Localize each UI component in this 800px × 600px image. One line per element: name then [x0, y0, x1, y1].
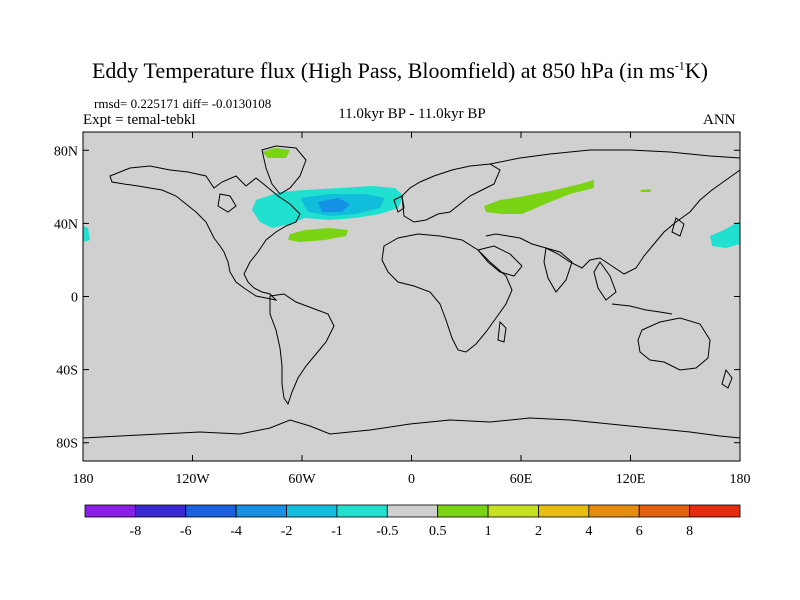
colorbar-label: -8 [130, 524, 142, 539]
madagascar-coastline [497, 320, 507, 343]
india-coastline [543, 247, 573, 293]
arabia-coastline [477, 245, 523, 277]
siberia-small-positive-anomaly [640, 189, 651, 192]
colorbar-swatch [386, 504, 439, 518]
asia-east-coastline [485, 169, 741, 275]
colorbar-label: 2 [535, 524, 542, 539]
hudson-bay-coastline [217, 193, 237, 213]
title-text: Eddy Temperature flux (High Pass, Bloomf… [91, 58, 675, 83]
colorbar-swatch [336, 504, 388, 518]
lat-tick-label: 80N [54, 144, 78, 159]
japan-coastline [671, 217, 685, 237]
figure-title: Eddy Temperature flux (High Pass, Bloomf… [0, 58, 800, 84]
new-zealand-coastline [721, 368, 733, 389]
colorbar-swatch [638, 504, 691, 518]
eurasia-north-coastline [489, 149, 741, 165]
europe-coastline [401, 163, 501, 223]
lon-tick-label: 60E [510, 472, 533, 487]
colorbar-swatch [235, 504, 287, 518]
colorbar-label: -1 [331, 524, 343, 539]
colorbar-swatch [437, 504, 489, 518]
colorbar: -8 -6 -4 -2 -1 -0.5 0.5 1 2 4 6 8 [84, 504, 741, 539]
longitude-axis: 180 120W 60W 0 60E 120E 180 [73, 132, 751, 487]
british-isles-coastline [393, 195, 405, 213]
north-america-coastline [109, 165, 301, 301]
colorbar-label: -4 [230, 524, 242, 539]
indonesia-coastline [611, 303, 673, 315]
colorbar-swatch [286, 504, 338, 518]
colorbar-swatch [185, 504, 237, 518]
colorbar-swatch [487, 504, 539, 518]
greenland-positive-anomaly [262, 148, 290, 158]
season-label: ANN [703, 112, 736, 128]
lat-tick-label: 0 [71, 291, 78, 306]
colorbar-label: -0.5 [376, 524, 398, 539]
lon-tick-label: 60W [288, 472, 316, 487]
colorbar-label: 4 [585, 524, 592, 539]
pacific-east-negative-anomaly [710, 222, 740, 248]
africa-coastline [381, 233, 513, 353]
experiment-line: Expt = temal-tebkl [83, 112, 196, 128]
lon-tick-label: 120E [616, 472, 646, 487]
antarctica-coastline [82, 417, 741, 439]
colorbar-swatch [588, 504, 640, 518]
colorbar-label: 8 [686, 524, 693, 539]
colorbar-label: -2 [281, 524, 293, 539]
colorbar-swatch [538, 504, 590, 518]
title-tail: K) [684, 58, 708, 83]
lat-tick-label: 80S [56, 437, 78, 452]
colorbar-label: 6 [636, 524, 643, 539]
coastlines [82, 145, 741, 439]
colorbar-swatch [84, 504, 136, 518]
stats-line: rmsd= 0.225171 diff= -0.0130108 [94, 96, 272, 111]
colorbar-swatch [689, 504, 741, 518]
colorbar-label: 1 [485, 524, 492, 539]
south-america-coastline [269, 293, 335, 406]
north-atlantic-minimum-anomaly [318, 198, 350, 212]
lon-tick-label: 120W [175, 472, 210, 487]
lat-tick-label: 40S [56, 364, 78, 379]
title-superscript: -1 [674, 58, 685, 73]
colorbar-label: -6 [180, 524, 192, 539]
colorbar-swatch [134, 504, 187, 518]
lon-tick-label: 0 [408, 472, 415, 487]
lon-tick-label: 180 [73, 472, 94, 487]
period-line: 11.0kyr BP - 11.0kyr BP [338, 106, 486, 122]
latitude-axis: 80N 40N 0 40S 80S [54, 144, 740, 452]
map-background [83, 132, 740, 461]
eurasia-positive-anomaly [484, 180, 594, 214]
lon-tick-label: 180 [730, 472, 751, 487]
greenland-coastline [261, 145, 307, 195]
anomaly-fills [83, 148, 740, 248]
atlantic-positive-anomaly [288, 228, 348, 242]
colorbar-label: 0.5 [429, 524, 447, 539]
lat-tick-label: 40N [54, 217, 78, 232]
australia-coastline [637, 317, 711, 371]
southeast-asia-coastline [593, 261, 617, 301]
pacific-west-negative-anomaly [83, 226, 90, 242]
